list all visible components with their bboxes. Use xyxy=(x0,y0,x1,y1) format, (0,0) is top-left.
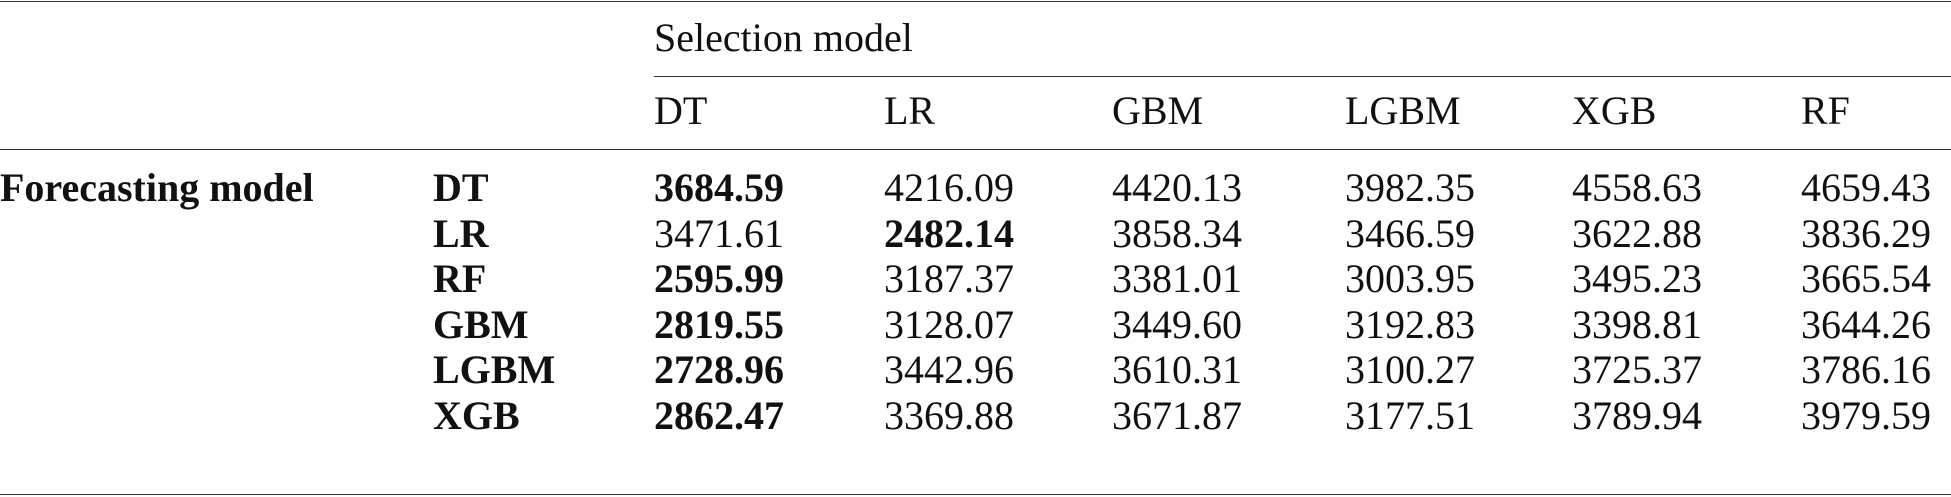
column-header: RF xyxy=(1801,88,1850,133)
row-group-label: Forecasting model xyxy=(0,165,314,210)
cell: 3858.34 xyxy=(1112,210,1242,256)
header-rule xyxy=(0,149,1951,150)
cell: 3622.88 xyxy=(1572,210,1702,256)
cell: 2862.47 xyxy=(654,392,784,438)
cell: 3442.96 xyxy=(884,347,1014,392)
column-header: DT xyxy=(654,88,708,133)
cell: 3381.01 xyxy=(1112,256,1242,301)
cell: 3982.35 xyxy=(1345,165,1475,210)
cell: 3466.59 xyxy=(1345,210,1475,256)
column-group-label: Selection model xyxy=(654,15,913,60)
row-label: LGBM xyxy=(433,347,556,392)
cell: 3836.29 xyxy=(1801,210,1931,256)
cell: 3369.88 xyxy=(884,392,1014,438)
cell: 2728.96 xyxy=(654,347,784,392)
column-header: LR xyxy=(884,88,936,133)
cell: 3192.83 xyxy=(1345,301,1475,347)
cell: 2595.99 xyxy=(654,256,784,301)
cell: 3725.37 xyxy=(1572,347,1702,392)
cell: 3398.81 xyxy=(1572,301,1702,347)
row-label: LR xyxy=(433,210,489,256)
row-label: GBM xyxy=(433,301,529,347)
cell: 3786.16 xyxy=(1801,347,1931,392)
cell: 4558.63 xyxy=(1572,165,1702,210)
cell: 3495.23 xyxy=(1572,256,1702,301)
cell: 4659.43 xyxy=(1801,165,1931,210)
cell: 4216.09 xyxy=(884,165,1014,210)
cell: 3789.94 xyxy=(1572,392,1702,438)
cell: 3003.95 xyxy=(1345,256,1475,301)
bottom-rule xyxy=(0,494,1951,495)
cell: 3449.60 xyxy=(1112,301,1242,347)
row-label: RF xyxy=(433,256,487,301)
cell: 3979.59 xyxy=(1801,392,1931,438)
column-header: GBM xyxy=(1112,88,1204,133)
cell: 3128.07 xyxy=(884,301,1014,347)
cell: 2819.55 xyxy=(654,301,784,347)
column-header: LGBM xyxy=(1345,88,1461,133)
column-header: XGB xyxy=(1572,88,1657,133)
cell: 3644.26 xyxy=(1801,301,1931,347)
row-label: XGB xyxy=(433,392,520,438)
cell: 3610.31 xyxy=(1112,347,1242,392)
cell: 3177.51 xyxy=(1345,392,1475,438)
cell: 3684.59 xyxy=(654,165,784,210)
group-rule xyxy=(654,76,1951,77)
top-rule xyxy=(0,1,1951,2)
cell: 3665.54 xyxy=(1801,256,1931,301)
cell: 4420.13 xyxy=(1112,165,1242,210)
cell: 2482.14 xyxy=(884,210,1014,256)
cell: 3671.87 xyxy=(1112,392,1242,438)
cell: 3187.37 xyxy=(884,256,1014,301)
cell: 3471.61 xyxy=(654,210,784,256)
row-label: DT xyxy=(433,165,489,210)
cell: 3100.27 xyxy=(1345,347,1475,392)
